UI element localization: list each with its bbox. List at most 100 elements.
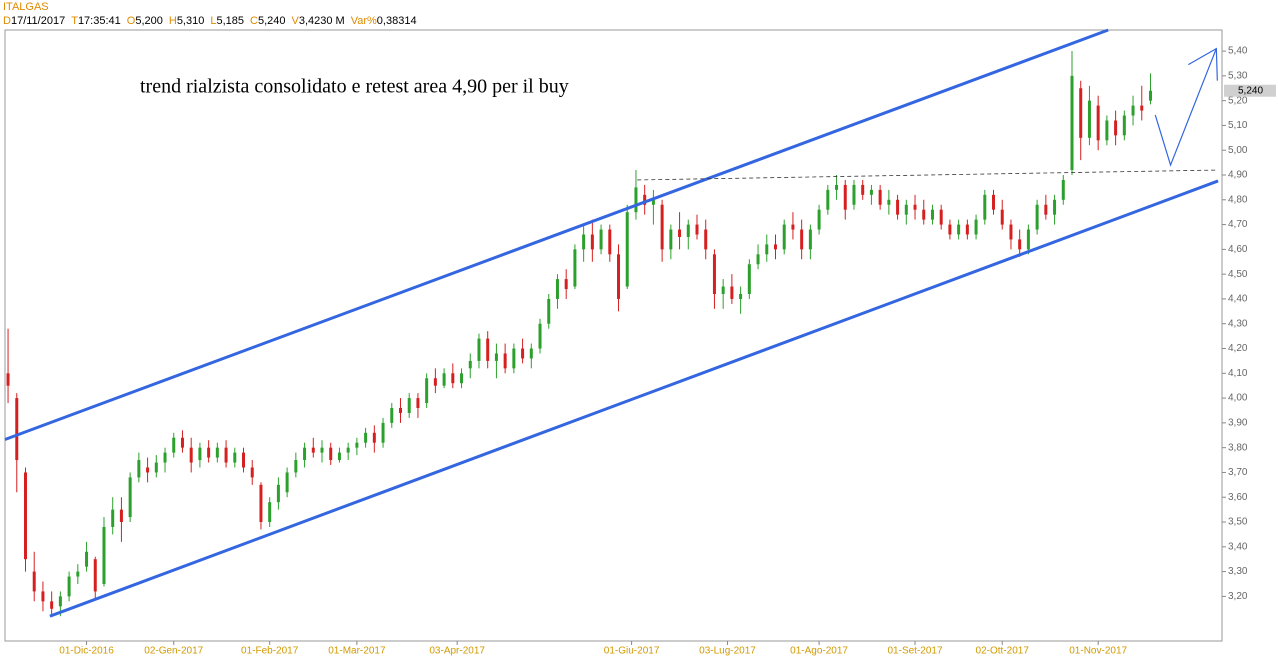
candle-body [468, 360, 472, 369]
candle-body [207, 447, 211, 458]
candle-body [904, 204, 908, 215]
candle-body [712, 254, 716, 294]
candle-body [739, 293, 743, 299]
header-key: H [168, 15, 177, 27]
x-tick-label: 01-Giu-2017 [604, 646, 660, 657]
x-tick-label: 02-Ott-2017 [976, 646, 1030, 657]
candle-body [111, 509, 115, 527]
header-fields: D17/11/2017 T17:35:41 O5,200 H5,310 L5,185 C5… [3, 15, 423, 27]
x-tick-label: 03-Apr-2017 [429, 646, 485, 657]
candle-body [93, 559, 97, 592]
candle-body [285, 472, 289, 493]
candle-body [1026, 229, 1030, 250]
header-value: 17/11/2017 [10, 15, 66, 27]
candle-body [817, 209, 821, 230]
candle-body [730, 286, 734, 299]
candle-body [23, 472, 27, 560]
y-tick-label: 3,70 [1228, 467, 1248, 478]
candle-body [1131, 105, 1135, 116]
candle-body [965, 224, 969, 235]
candle-body [119, 509, 123, 523]
candle-body [154, 462, 158, 473]
x-tick-label: 01-Nov-2017 [1069, 646, 1127, 657]
candle-body [215, 447, 219, 458]
candle-body [930, 209, 934, 220]
candle-body [555, 279, 559, 299]
header-value: 5,200 [135, 15, 163, 27]
symbol: ITALGAS [3, 1, 49, 13]
candle-body [372, 432, 376, 443]
candle-body [1105, 120, 1109, 141]
candle-body [320, 447, 324, 453]
candle-body [294, 460, 298, 473]
candle-body [355, 442, 359, 448]
candle-body [573, 249, 577, 287]
candle-body [651, 199, 655, 205]
candle-body [852, 184, 856, 205]
candle-body [242, 452, 246, 468]
y-tick-label: 4,70 [1228, 219, 1248, 230]
y-tick-label: 3,20 [1228, 591, 1248, 602]
candle-body [250, 467, 254, 478]
candle-body [843, 184, 847, 210]
candle-body [678, 229, 682, 237]
candle-body [512, 348, 516, 369]
candle-body [337, 452, 341, 461]
candle-body [198, 447, 202, 461]
candle-body [1140, 105, 1144, 111]
drawing-line [4, 28, 1109, 441]
x-tick-label: 01-Ago-2017 [790, 646, 848, 657]
candle-body [416, 398, 420, 409]
y-tick-label: 5,10 [1228, 120, 1248, 131]
candle-body [477, 338, 481, 361]
header-key: T [71, 15, 78, 27]
candle-body [896, 199, 900, 215]
candle-body [180, 437, 184, 448]
candle-body [425, 378, 429, 404]
candle-body [686, 224, 690, 237]
candle-body [398, 408, 402, 413]
candle-body [887, 199, 891, 205]
plot-frame [4, 29, 1223, 642]
candle-body [704, 229, 708, 250]
candle-body [76, 571, 80, 577]
candle-body [137, 460, 141, 478]
y-tick-label: 5,20 [1228, 95, 1248, 106]
candle-body [102, 526, 106, 584]
candle-body [1122, 115, 1126, 136]
candle-body [608, 229, 612, 255]
y-tick-label: 3,30 [1228, 566, 1248, 577]
header-key: D [3, 15, 11, 27]
candle-body [32, 571, 36, 592]
candle-body [189, 447, 193, 463]
candle-body [346, 447, 350, 453]
candle-body [782, 224, 786, 250]
candle-body [695, 224, 699, 235]
header-key: V [291, 15, 299, 27]
candle-body [85, 551, 89, 567]
candle-body [869, 189, 873, 195]
y-tick-label: 3,60 [1228, 492, 1248, 503]
candle-body [303, 447, 307, 461]
candle-body [1018, 239, 1022, 250]
candle-body [800, 229, 804, 250]
y-tick-label: 3,80 [1228, 442, 1248, 453]
candle-body [1070, 75, 1074, 171]
y-tick-label: 4,50 [1228, 269, 1248, 280]
drawing-line [637, 169, 1219, 181]
candle-body [486, 338, 490, 361]
candle-body [634, 187, 638, 213]
y-tick-label: 5,40 [1228, 46, 1248, 57]
candle-body [1148, 90, 1152, 101]
candle-body [1035, 204, 1039, 230]
candle-body [390, 408, 394, 423]
header-key: L [210, 15, 217, 27]
y-tick-label: 4,00 [1228, 393, 1248, 404]
candle-body [773, 244, 777, 250]
y-tick-label: 5,30 [1228, 70, 1248, 81]
header-key: O [126, 15, 136, 27]
candle-body [599, 229, 603, 250]
candle-body [1061, 179, 1065, 200]
candle-body [721, 286, 725, 294]
